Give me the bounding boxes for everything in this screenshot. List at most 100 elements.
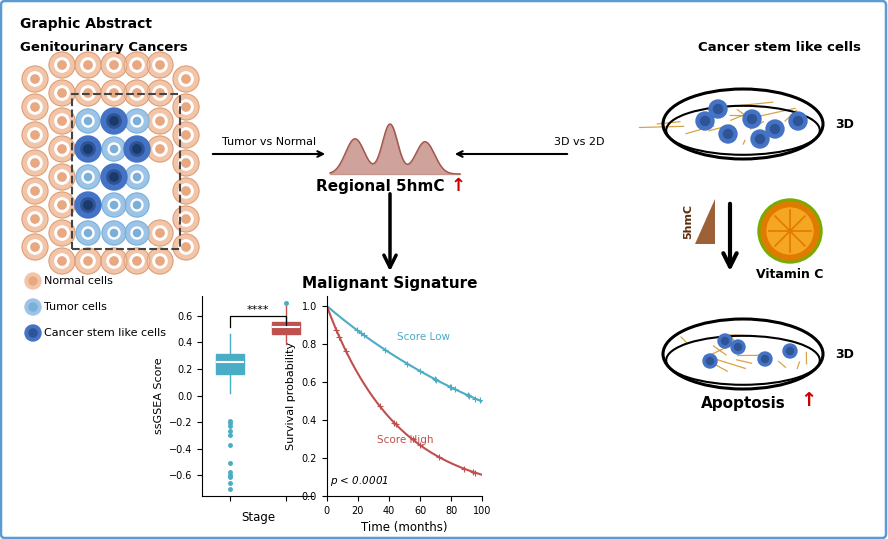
- PathPatch shape: [217, 354, 244, 375]
- Circle shape: [182, 243, 190, 251]
- Circle shape: [49, 220, 75, 246]
- Circle shape: [28, 240, 42, 254]
- Circle shape: [155, 145, 164, 153]
- Circle shape: [81, 198, 95, 212]
- Circle shape: [130, 142, 144, 156]
- Circle shape: [153, 226, 167, 240]
- Circle shape: [82, 143, 94, 155]
- Circle shape: [794, 116, 803, 126]
- Circle shape: [153, 254, 167, 268]
- Circle shape: [31, 187, 39, 195]
- Circle shape: [761, 202, 819, 260]
- Circle shape: [110, 61, 118, 69]
- Circle shape: [783, 344, 797, 358]
- Circle shape: [76, 193, 100, 217]
- Circle shape: [49, 164, 75, 190]
- Circle shape: [110, 89, 118, 97]
- Circle shape: [124, 52, 150, 78]
- Text: Normal cells: Normal cells: [44, 276, 113, 286]
- Circle shape: [83, 89, 92, 97]
- Circle shape: [182, 75, 190, 83]
- Text: 5hmC: 5hmC: [683, 204, 693, 239]
- Circle shape: [762, 356, 768, 363]
- Circle shape: [178, 184, 194, 198]
- Circle shape: [124, 248, 150, 274]
- Circle shape: [82, 227, 94, 239]
- Circle shape: [81, 58, 95, 72]
- Circle shape: [28, 212, 42, 226]
- Circle shape: [81, 86, 95, 100]
- Circle shape: [133, 202, 140, 209]
- Polygon shape: [695, 199, 715, 244]
- Circle shape: [133, 89, 141, 97]
- Circle shape: [58, 61, 67, 69]
- Circle shape: [84, 146, 91, 153]
- Circle shape: [748, 114, 757, 123]
- Circle shape: [81, 142, 95, 156]
- Circle shape: [28, 156, 42, 170]
- Circle shape: [28, 72, 42, 86]
- Circle shape: [133, 145, 141, 153]
- Text: Score Low: Score Low: [397, 332, 449, 342]
- Circle shape: [107, 114, 121, 128]
- Circle shape: [22, 94, 48, 120]
- X-axis label: Stage: Stage: [241, 511, 275, 524]
- Circle shape: [55, 170, 69, 184]
- Circle shape: [83, 145, 92, 153]
- Circle shape: [29, 277, 37, 285]
- Circle shape: [756, 135, 765, 143]
- Circle shape: [84, 174, 91, 181]
- Circle shape: [133, 61, 141, 69]
- Circle shape: [58, 145, 67, 153]
- Circle shape: [76, 137, 100, 161]
- Text: Graphic Abstract: Graphic Abstract: [20, 17, 152, 31]
- Circle shape: [147, 248, 173, 274]
- Text: Tumor vs Normal: Tumor vs Normal: [222, 137, 316, 147]
- Circle shape: [178, 212, 194, 226]
- Circle shape: [178, 128, 194, 142]
- Circle shape: [102, 221, 126, 245]
- Circle shape: [182, 131, 190, 139]
- Circle shape: [130, 58, 144, 72]
- Circle shape: [76, 109, 100, 133]
- Circle shape: [55, 142, 69, 156]
- Text: ↑: ↑: [450, 177, 465, 195]
- Circle shape: [125, 221, 149, 245]
- Circle shape: [55, 254, 69, 268]
- Circle shape: [125, 109, 149, 133]
- Circle shape: [178, 100, 194, 114]
- Text: Cancer stem like cells: Cancer stem like cells: [44, 328, 166, 338]
- Circle shape: [110, 202, 117, 209]
- Circle shape: [147, 52, 173, 78]
- Circle shape: [22, 122, 48, 148]
- Circle shape: [31, 103, 39, 111]
- Circle shape: [178, 72, 194, 86]
- Circle shape: [84, 230, 91, 237]
- Circle shape: [182, 103, 190, 111]
- Circle shape: [58, 117, 67, 125]
- Text: Genitourinary Cancers: Genitourinary Cancers: [20, 41, 187, 54]
- Circle shape: [55, 86, 69, 100]
- Circle shape: [130, 254, 144, 268]
- Circle shape: [125, 165, 149, 189]
- Circle shape: [25, 325, 41, 341]
- Circle shape: [75, 192, 101, 218]
- Circle shape: [108, 227, 120, 239]
- Circle shape: [25, 273, 41, 289]
- Circle shape: [155, 117, 164, 125]
- Circle shape: [28, 184, 42, 198]
- Text: Apoptosis: Apoptosis: [701, 396, 785, 411]
- Text: Malignant Signature: Malignant Signature: [302, 276, 478, 291]
- Circle shape: [58, 201, 67, 209]
- Circle shape: [102, 193, 126, 217]
- Circle shape: [182, 215, 190, 223]
- Circle shape: [182, 159, 190, 167]
- Circle shape: [58, 257, 67, 265]
- Circle shape: [82, 199, 94, 211]
- Circle shape: [83, 61, 92, 69]
- Circle shape: [76, 221, 100, 245]
- Circle shape: [155, 229, 164, 237]
- Circle shape: [49, 136, 75, 162]
- Circle shape: [108, 199, 120, 211]
- Y-axis label: Survival probability: Survival probability: [286, 342, 296, 450]
